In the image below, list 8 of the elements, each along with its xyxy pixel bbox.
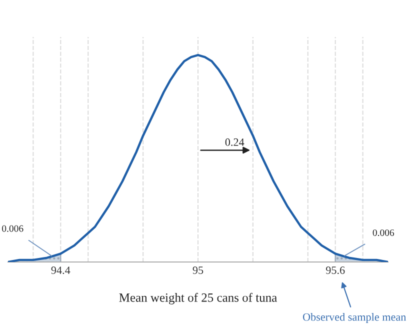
x-tick-label: 95.6 [326,266,345,274]
x-tick-label: 94.4 [51,266,70,274]
x-axis-title: Mean weight of 25 cans of tuna [119,292,277,304]
annotation: 0.006 [372,229,394,236]
annotation: 0.006 [2,225,24,232]
annotation: 0.24 [225,138,244,146]
text: Observed sample mean [302,312,406,324]
x-tick-label: 95 [192,266,204,274]
